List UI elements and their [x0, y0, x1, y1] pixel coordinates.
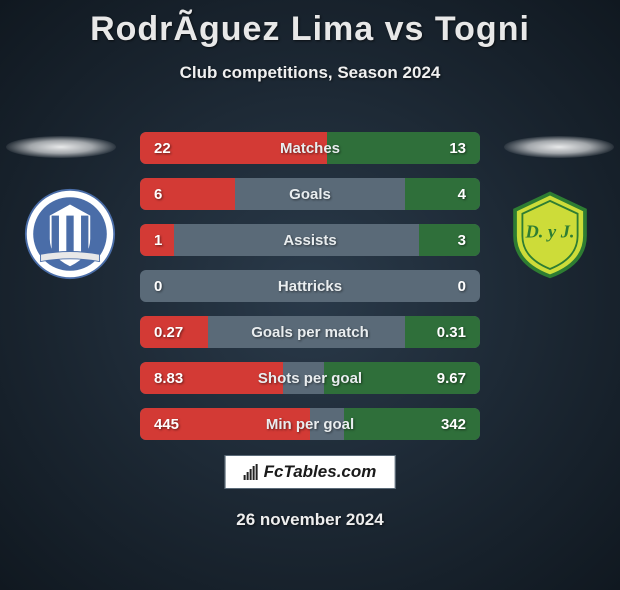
- stat-row: 0.27Goals per match0.31: [140, 316, 480, 348]
- stat-label: Min per goal: [194, 416, 426, 433]
- stat-row: 6Goals4: [140, 178, 480, 210]
- shadow-ellipse-left: [6, 136, 116, 158]
- stat-label: Assists: [194, 232, 426, 249]
- team-crest-right: D. y J.: [504, 188, 596, 280]
- stat-value-right: 0: [426, 278, 466, 295]
- stat-row: 0Hattricks0: [140, 270, 480, 302]
- stat-value-right: 9.67: [426, 370, 466, 387]
- stat-row: 445Min per goal342: [140, 408, 480, 440]
- stat-value-left: 0: [154, 278, 194, 295]
- stat-value-left: 6: [154, 186, 194, 203]
- logo-text: FcTables.com: [264, 462, 377, 482]
- page-title: RodrÃ­guez Lima vs Togni: [0, 10, 620, 49]
- stat-value-right: 342: [426, 416, 466, 433]
- stat-value-right: 0.31: [426, 324, 466, 341]
- shadow-ellipse-right: [504, 136, 614, 158]
- stat-label: Shots per goal: [194, 370, 426, 387]
- stat-value-right: 13: [426, 140, 466, 157]
- stat-label: Hattricks: [194, 278, 426, 295]
- date-label: 26 november 2024: [0, 510, 620, 530]
- stat-row: 22Matches13: [140, 132, 480, 164]
- stat-label: Matches: [194, 140, 426, 157]
- stat-row: 1Assists3: [140, 224, 480, 256]
- subtitle: Club competitions, Season 2024: [0, 63, 620, 83]
- stat-value-left: 0.27: [154, 324, 194, 341]
- stat-value-right: 4: [426, 186, 466, 203]
- crest-right-text: D. y J.: [524, 222, 574, 242]
- stat-row: 8.83Shots per goal9.67: [140, 362, 480, 394]
- stat-value-left: 445: [154, 416, 194, 433]
- site-logo: FcTables.com: [225, 455, 396, 489]
- stat-value-left: 8.83: [154, 370, 194, 387]
- stat-value-right: 3: [426, 232, 466, 249]
- stat-label: Goals per match: [194, 324, 426, 341]
- stat-label: Goals: [194, 186, 426, 203]
- team-crest-left: [24, 188, 116, 280]
- stats-container: 22Matches136Goals41Assists30Hattricks00.…: [140, 132, 480, 440]
- logo-bars-icon: [244, 464, 258, 480]
- stat-value-left: 22: [154, 140, 194, 157]
- stat-value-left: 1: [154, 232, 194, 249]
